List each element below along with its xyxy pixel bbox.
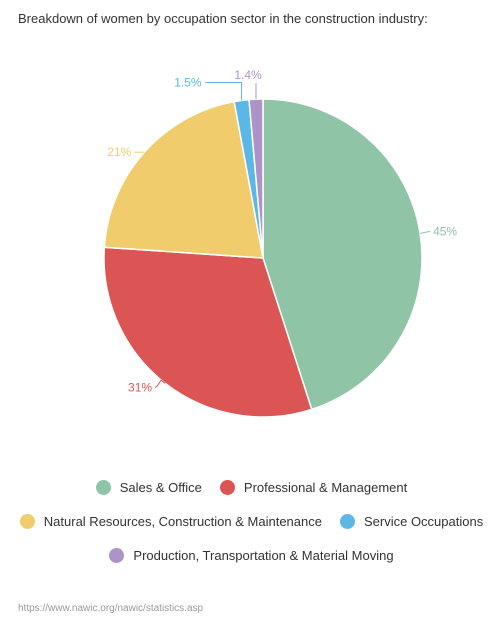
data-label-sales-office: 45% [433,224,457,238]
pie-slice-production-transportation-material-moving[interactable] [248,98,264,259]
data-label-production-transportation-material-moving: 1.4% [234,68,262,82]
data-label-professional-management: 31% [128,380,152,394]
pie-chart: 45% 31% 21% 1.5% 1.4% [103,68,457,418]
legend-label-professional-management: Professional & Management [243,480,408,495]
legend-swatch-natural-resources [19,514,35,529]
leader-line-sales-office [419,230,431,234]
leader-line-professional-management [154,379,166,388]
legend-swatch-professional-management [219,480,235,495]
data-label-natural-resources-construction-maintenance: 21% [107,145,131,159]
legend-item-sales-office[interactable]: Sales & Office [95,480,202,495]
legend-item-service-occupations[interactable]: Service Occupations [339,514,484,529]
legend-label-service-occupations: Service Occupations [363,514,484,529]
legend-swatch-sales-office [95,480,111,495]
leader-line-service-occupations [205,81,243,101]
legend-swatch-production-transportation [109,548,125,563]
source-link[interactable]: https://www.nawic.org/nawic/statistics.a… [18,603,204,614]
legend-item-professional-management[interactable]: Professional & Management [219,480,408,495]
legend-item-natural-resources[interactable]: Natural Resources, Construction & Mainte… [19,514,322,529]
legend-item-production-transportation[interactable]: Production, Transportation & Material Mo… [109,548,394,563]
legend-row-3: Production, Transportation & Material Mo… [0,548,503,563]
pie-slice-professional-management[interactable] [103,246,313,418]
legend-row-1: Sales & Office Professional & Management [0,480,503,495]
legend-label-natural-resources: Natural Resources, Construction & Mainte… [43,514,322,529]
legend-swatch-service-occupations [339,514,355,529]
pie-slice-sales-office[interactable] [262,98,423,411]
data-label-service-occupations: 1.5% [174,75,202,89]
chart-title: Breakdown of women by occupation sector … [18,11,428,26]
legend-row-2: Natural Resources, Construction & Mainte… [0,514,503,529]
legend-label-production-transportation: Production, Transportation & Material Mo… [133,548,394,563]
legend-label-sales-office: Sales & Office [119,480,202,495]
